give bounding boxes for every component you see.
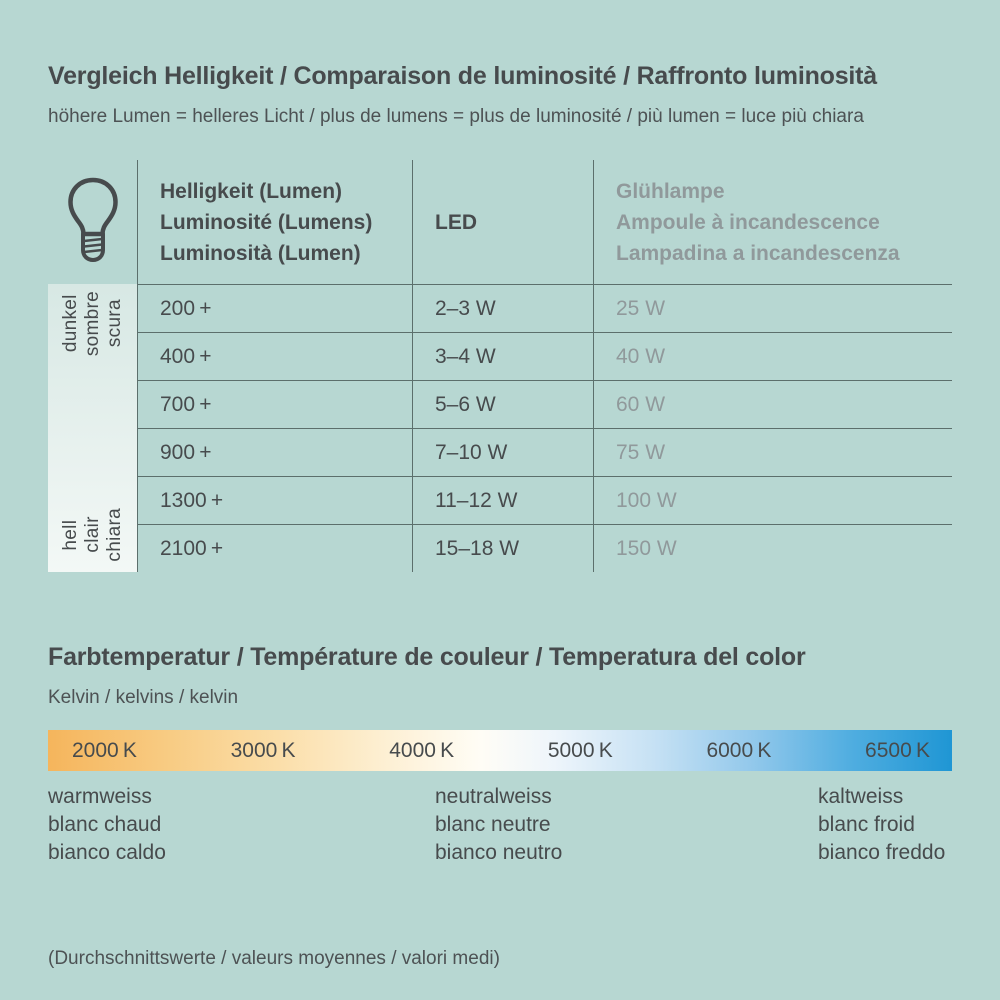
led-cell: 7–10 W [412,428,593,476]
bright-end-label: hell clair chiara [60,508,126,562]
brightness-comparison-table: Helligkeit (Lumen) Luminosité (Lumens) L… [48,160,952,572]
brightness-scale-strip: dunkel sombre scura hell clair chiara [48,284,137,572]
brightness-section-subtitle: höhere Lumen = helleres Licht / plus de … [48,106,864,127]
incandescent-header-it: Lampadina a incandescenza [616,241,900,265]
dark-end-label: dunkel sombre scura [60,291,126,356]
cold-white-labels: kaltweiss blanc froid bianco freddo [818,783,945,867]
light-bulb-icon [48,160,137,284]
led-column-header: LED [412,160,593,284]
kelvin-tick: 3000 K [230,738,296,762]
kelvin-tick: 6000 K [706,738,772,762]
brightness-section-title: Vergleich Helligkeit / Comparaison de lu… [48,62,878,90]
neutral-white-fr: blanc neutre [435,813,551,836]
kelvin-tick: 5000 K [547,738,613,762]
neutral-white-it: bianco neutro [435,841,563,864]
dark-label-fr: sombre [81,291,103,357]
lumen-cell: 1300 + [137,476,412,524]
led-cell: 2–3 W [412,284,593,332]
bright-label-de: hell [59,519,81,551]
cold-white-it: bianco freddo [818,841,946,864]
lumen-cell: 700 + [137,380,412,428]
led-cell: 11–12 W [412,476,593,524]
incandescent-column-header: Glühlampe Ampoule à incandescence Lampad… [593,160,952,284]
warm-white-it: bianco caldo [48,841,166,864]
warm-white-labels: warmweiss blanc chaud bianco caldo [48,783,166,867]
incandescent-cell: 40 W [593,332,952,380]
lumen-cell: 2100 + [137,524,412,572]
neutral-white-labels: neutralweiss blanc neutre bianco neutro [435,783,562,867]
color-temperature-section-title: Farbtemperatur / Température de couleur … [48,643,806,671]
lumen-column-header: Helligkeit (Lumen) Luminosité (Lumens) L… [137,160,412,284]
warm-white-de: warmweiss [48,785,152,808]
lumen-cell: 900 + [137,428,412,476]
lumen-header-fr: Luminosité (Lumens) [160,210,373,234]
incandescent-cell: 60 W [593,380,952,428]
lumen-header-it: Luminosità (Lumen) [160,241,361,265]
led-cell: 15–18 W [412,524,593,572]
incandescent-cell: 150 W [593,524,952,572]
cold-white-de: kaltweiss [818,785,904,808]
cold-white-fr: blanc froid [818,813,915,836]
bright-label-it: chiara [103,508,125,562]
incandescent-header-fr: Ampoule à incandescence [616,210,880,234]
lumen-cell: 400 + [137,332,412,380]
led-cell: 5–6 W [412,380,593,428]
incandescent-cell: 25 W [593,284,952,332]
kelvin-tick: 4000 K [389,738,455,762]
led-cell: 3–4 W [412,332,593,380]
kelvin-tick: 2000 K [72,738,137,762]
kelvin-tick: 6500 K [865,738,930,762]
lumen-header-de: Helligkeit (Lumen) [160,179,343,203]
lumen-cell: 200 + [137,284,412,332]
warm-white-fr: blanc chaud [48,813,162,836]
dark-label-de: dunkel [59,294,81,353]
incandescent-header-de: Glühlampe [616,179,725,203]
kelvin-gradient-bar: 2000 K 3000 K 4000 K 5000 K 6000 K 6500 … [48,730,952,771]
dark-label-it: scura [103,299,125,348]
incandescent-cell: 100 W [593,476,952,524]
bright-label-fr: clair [81,517,103,554]
average-values-footnote: (Durchschnittswerte / valeurs moyennes /… [48,948,500,969]
incandescent-cell: 75 W [593,428,952,476]
led-header-label: LED [435,210,477,234]
color-temperature-subtitle: Kelvin / kelvins / kelvin [48,687,239,708]
neutral-white-de: neutralweiss [435,785,552,808]
